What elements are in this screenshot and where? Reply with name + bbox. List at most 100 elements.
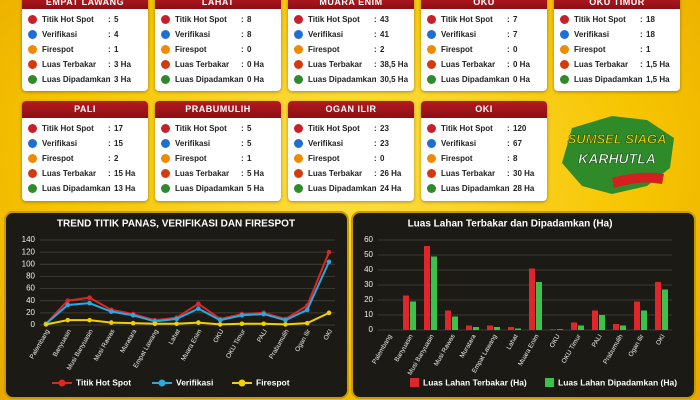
stat-icon — [28, 169, 37, 178]
bar — [557, 329, 563, 330]
stat-value: 15 Ha — [114, 169, 136, 178]
stat-row: Titik Hot Spot:17 — [22, 121, 148, 136]
separator: : — [241, 75, 244, 84]
point — [174, 316, 179, 322]
stat-row: Verifikasi:18 — [554, 27, 680, 42]
stat-label: Verifikasi — [441, 30, 477, 39]
logo-line2: KARHUTLA — [578, 151, 656, 167]
stat-icon — [560, 75, 569, 84]
bar — [529, 268, 535, 330]
stat-label: Firespot — [42, 154, 74, 163]
stat-label: Titik Hot Spot — [574, 15, 626, 24]
region-name: OKU TIMUR — [554, 0, 680, 9]
stat-label: Luas Dipadamkan — [574, 75, 643, 84]
stat-value: 30 Ha — [513, 169, 535, 178]
bar — [550, 329, 556, 330]
stat-value: 5 — [247, 139, 252, 148]
stat-label: Verifikasi — [308, 139, 344, 148]
region-card: OGAN ILIR Titik Hot Spot:23 Verifikasi:23 F… — [288, 101, 414, 201]
stat-icon — [294, 184, 303, 193]
stat-label: Luas Terbakar — [441, 169, 496, 178]
y-tick-label: 60 — [364, 235, 373, 244]
stat-label: Firespot — [441, 154, 473, 163]
stat-icon — [427, 15, 436, 24]
stat-icon — [427, 184, 436, 193]
stat-icon — [427, 124, 436, 133]
stat-icon — [161, 169, 170, 178]
y-tick-label: 140 — [22, 235, 36, 244]
separator: : — [374, 30, 377, 39]
stat-icon — [427, 139, 436, 148]
separator: : — [507, 124, 510, 133]
y-tick-label: 0 — [31, 320, 36, 329]
stat-row: Luas Terbakar:1,5 Ha — [554, 57, 680, 72]
stat-row: Luas Dipadamkan:0 Ha — [155, 72, 281, 87]
stat-value: 0 Ha — [513, 75, 530, 84]
stat-label: Luas Terbakar — [42, 60, 97, 69]
stat-value: 0 Ha — [247, 60, 264, 69]
stat-value: 120 — [513, 124, 527, 133]
separator: : — [241, 15, 244, 24]
stat-label: Luas Dipadamkan — [42, 75, 111, 84]
point — [217, 322, 223, 327]
bar — [508, 327, 514, 330]
chart-title: TREND TITIK PANAS, VERIFIKASI DAN FIRESP… — [57, 219, 295, 230]
stat-value: 67 — [513, 139, 522, 148]
point — [326, 310, 332, 316]
stat-row: Verifikasi:15 — [22, 136, 148, 151]
region-card: OKU Titik Hot Spot:7 Verifikasi:7 Firespot:… — [421, 0, 547, 91]
stat-value: 23 — [380, 124, 389, 133]
separator: : — [640, 75, 643, 84]
stat-row: Titik Hot Spot:5 — [22, 12, 148, 27]
stat-row: Firespot:8 — [421, 151, 547, 166]
stat-value: 2 — [114, 154, 119, 163]
logo-line1: SUMSEL SIAGA — [568, 131, 667, 146]
stat-row: Firespot:0 — [288, 151, 414, 166]
point — [152, 321, 158, 327]
separator: : — [108, 124, 111, 133]
point — [174, 321, 179, 327]
stat-label: Luas Terbakar — [175, 169, 230, 178]
point — [87, 300, 92, 306]
stat-value: 18 — [646, 30, 655, 39]
stat-value: 28 Ha — [513, 184, 535, 193]
stat-icon — [427, 169, 436, 178]
stat-label: Luas Terbakar — [42, 169, 97, 178]
stat-row: Luas Dipadamkan:5 Ha — [155, 181, 281, 196]
region-name: OKU — [421, 0, 547, 9]
separator: : — [241, 169, 244, 178]
stat-icon — [427, 75, 436, 84]
stat-value: 17 — [114, 124, 123, 133]
stat-label: Verifikasi — [175, 30, 211, 39]
stat-icon — [560, 60, 569, 69]
separator: : — [507, 154, 510, 163]
separator: : — [374, 60, 377, 69]
stat-value: 41 — [380, 30, 389, 39]
stat-label: Luas Dipadamkan — [441, 184, 510, 193]
stat-icon — [427, 45, 436, 54]
y-tick-label: 30 — [364, 280, 373, 289]
stat-label: Verifikasi — [42, 139, 78, 148]
separator: : — [640, 15, 643, 24]
y-tick-label: 120 — [22, 247, 36, 256]
separator: : — [241, 139, 244, 148]
bar — [592, 310, 598, 330]
y-tick-label: 20 — [26, 308, 35, 317]
region-card: LAHAT Titik Hot Spot:8 Verifikasi:8 Firespo… — [155, 0, 281, 91]
stat-value: 26 Ha — [380, 169, 402, 178]
stat-value: 1 — [114, 45, 119, 54]
stat-label: Titik Hot Spot — [441, 15, 493, 24]
stat-row: Luas Terbakar:3 Ha — [22, 57, 148, 72]
stat-icon — [294, 30, 303, 39]
separator: : — [374, 124, 377, 133]
stat-icon — [28, 124, 37, 133]
stat-label: Titik Hot Spot — [308, 15, 360, 24]
stat-value: 1 — [646, 45, 651, 54]
point — [87, 317, 92, 323]
stat-value: 15 — [114, 139, 123, 148]
bar — [424, 246, 430, 330]
separator: : — [507, 60, 510, 69]
point — [130, 312, 136, 318]
legend-label: Verifikasi — [176, 377, 213, 387]
legend-label: Firespot — [256, 377, 290, 387]
